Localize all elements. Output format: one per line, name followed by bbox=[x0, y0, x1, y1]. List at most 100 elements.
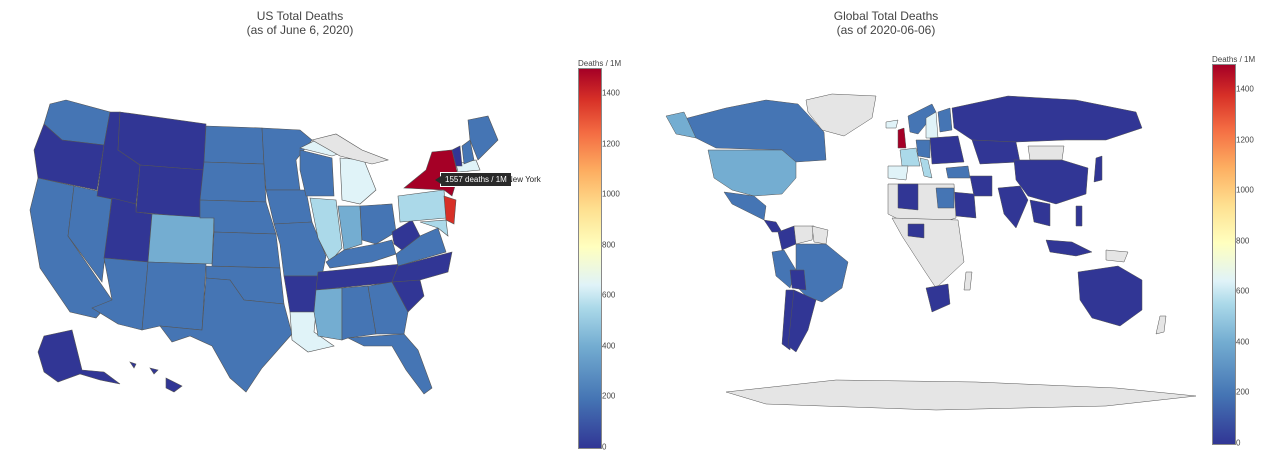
colorbar-tick-label: 1200 bbox=[1236, 135, 1254, 145]
great-lakes bbox=[311, 133, 389, 165]
us-map-title: US Total Deaths (as of June 6, 2020) bbox=[0, 9, 600, 37]
country-italy bbox=[919, 157, 933, 179]
colorbar-tick-label: 400 bbox=[1236, 337, 1250, 347]
country-australia bbox=[1077, 265, 1143, 327]
us-map-title-text: US Total Deaths bbox=[256, 9, 344, 23]
colorbar-tick-label: 400 bbox=[602, 341, 616, 351]
state-minnesota bbox=[261, 127, 313, 191]
state-west-virginia bbox=[391, 219, 421, 251]
state-michigan bbox=[339, 157, 377, 205]
state-florida bbox=[346, 333, 433, 395]
state-kansas bbox=[211, 231, 281, 269]
state-south-dakota bbox=[199, 161, 267, 203]
country-japan bbox=[1093, 155, 1103, 183]
country-nigeria bbox=[907, 223, 925, 239]
country-guyanas bbox=[811, 225, 829, 245]
world-map-panel: Global Total Deaths (as of 2020-06-06) bbox=[636, 0, 1271, 448]
country-eastern-europe bbox=[929, 135, 965, 165]
country-finland bbox=[937, 107, 953, 133]
country-alaska bbox=[665, 111, 697, 139]
state-wisconsin bbox=[299, 149, 335, 197]
colorbar-tick-label: 800 bbox=[1236, 236, 1250, 246]
us-map[interactable] bbox=[0, 0, 560, 448]
state-pennsylvania bbox=[397, 189, 447, 223]
colorbar-tick-label: 1200 bbox=[602, 139, 620, 149]
state-alaska bbox=[37, 329, 121, 385]
us-map-panel: US Total Deaths (as of June 6, 2020) bbox=[0, 0, 636, 452]
country-turkey bbox=[945, 165, 971, 179]
hover-tooltip-value: 1557 deaths / 1M bbox=[445, 175, 507, 184]
colorbar-tick-label: 1400 bbox=[1236, 84, 1254, 94]
country-bolivia bbox=[789, 269, 807, 291]
world-map-title: Global Total Deaths (as of 2020-06-06) bbox=[636, 9, 1136, 37]
state-new-jersey bbox=[443, 195, 457, 225]
colorbar-tick-label: 200 bbox=[1236, 387, 1250, 397]
colorbar-tick-label: 1000 bbox=[602, 189, 620, 199]
state-oregon bbox=[33, 123, 105, 191]
country-new-zealand bbox=[1155, 315, 1167, 335]
state-north-dakota bbox=[203, 125, 265, 165]
country-central-africa bbox=[891, 217, 965, 289]
country-germany bbox=[915, 139, 931, 159]
state-vermont bbox=[451, 145, 463, 167]
state-mississippi bbox=[313, 287, 343, 341]
country-india bbox=[997, 185, 1029, 229]
state-north-carolina bbox=[391, 251, 453, 283]
world-map-title-text: Global Total Deaths bbox=[833, 9, 939, 23]
colorbar-tick-label: 800 bbox=[602, 240, 616, 250]
state-ohio bbox=[359, 203, 397, 245]
hover-tooltip-name: New York bbox=[507, 175, 541, 184]
country-madagascar bbox=[963, 271, 973, 291]
country-spain bbox=[887, 165, 909, 181]
country-png bbox=[1105, 249, 1129, 263]
country-usa bbox=[707, 149, 797, 197]
state-colorado bbox=[147, 213, 215, 265]
state-georgia bbox=[367, 281, 409, 335]
country-iran bbox=[969, 175, 993, 197]
colorbar-tick-label: 600 bbox=[1236, 286, 1250, 296]
country-china bbox=[1013, 159, 1089, 205]
hover-tooltip: 1557 deaths / 1M bbox=[435, 172, 512, 187]
us-colorbar-title: Deaths / 1M bbox=[578, 59, 622, 68]
country-algeria bbox=[897, 183, 919, 211]
state-maine bbox=[467, 115, 499, 161]
state-indiana bbox=[337, 205, 363, 251]
state-iowa bbox=[265, 189, 313, 225]
world-colorbar-title: Deaths / 1M bbox=[1212, 55, 1256, 64]
country-philippines bbox=[1075, 205, 1083, 227]
colorbar-tick-label: 0 bbox=[602, 442, 607, 452]
colorbar-tick-label: 200 bbox=[602, 391, 616, 401]
world-map[interactable] bbox=[636, 0, 1196, 448]
country-central-america bbox=[763, 219, 783, 233]
country-venezuela bbox=[793, 225, 815, 245]
country-iceland bbox=[885, 119, 899, 129]
country-mexico bbox=[723, 191, 767, 221]
state-texas bbox=[159, 277, 293, 393]
country-indonesia bbox=[1045, 239, 1093, 257]
colorbar-tick-label: 600 bbox=[602, 290, 616, 300]
state-hawaii bbox=[129, 361, 183, 393]
country-uk bbox=[897, 127, 907, 149]
country-greenland bbox=[805, 93, 877, 137]
country-egypt bbox=[935, 187, 955, 209]
state-alabama bbox=[341, 285, 377, 341]
country-kazakhstan bbox=[971, 139, 1021, 165]
state-new-hampshire bbox=[461, 139, 475, 165]
colorbar-tick-label: 1000 bbox=[1236, 185, 1254, 195]
us-colorbar bbox=[578, 68, 602, 449]
country-canada bbox=[679, 99, 827, 163]
colorbar-tick-label: 1400 bbox=[602, 88, 620, 98]
colorbar-tick-label: 0 bbox=[1236, 438, 1241, 448]
country-south-africa bbox=[925, 283, 951, 313]
state-kentucky bbox=[325, 239, 397, 269]
state-new-mexico bbox=[141, 261, 207, 331]
state-wyoming bbox=[135, 164, 205, 219]
country-mongolia bbox=[1027, 145, 1065, 161]
country-argentina bbox=[787, 289, 817, 353]
country-southeast-asia bbox=[1029, 199, 1051, 227]
country-france bbox=[899, 147, 921, 167]
country-russia bbox=[951, 95, 1143, 143]
antarctica bbox=[725, 379, 1196, 411]
us-map-subtitle: (as of June 6, 2020) bbox=[246, 23, 354, 37]
world-map-subtitle: (as of 2020-06-06) bbox=[836, 23, 936, 37]
